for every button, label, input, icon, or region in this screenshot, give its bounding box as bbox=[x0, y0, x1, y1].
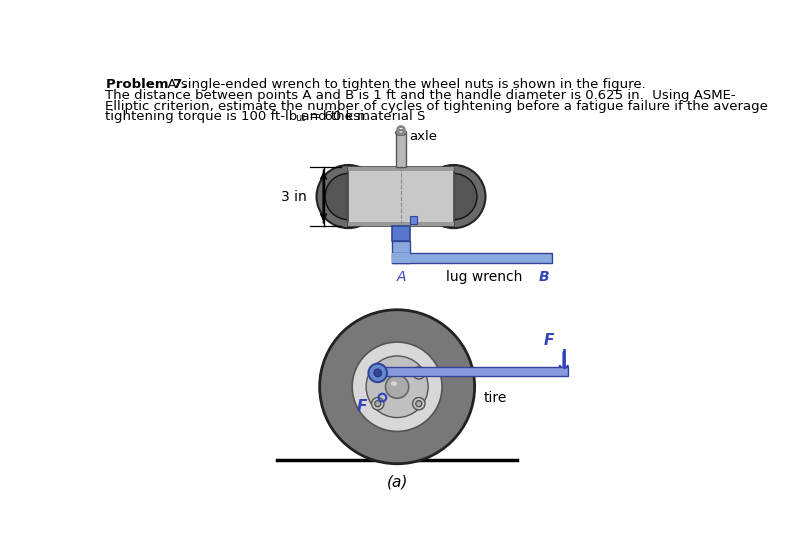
Circle shape bbox=[374, 369, 382, 377]
Text: lug wrench: lug wrench bbox=[446, 270, 522, 284]
Ellipse shape bbox=[317, 165, 380, 228]
Ellipse shape bbox=[431, 174, 477, 220]
Circle shape bbox=[371, 398, 384, 410]
Ellipse shape bbox=[396, 130, 406, 136]
Text: = 60 ksi.: = 60 ksi. bbox=[305, 110, 368, 123]
Circle shape bbox=[352, 342, 442, 431]
Bar bbox=[409, 216, 417, 223]
Circle shape bbox=[371, 367, 384, 379]
Circle shape bbox=[374, 400, 381, 407]
Ellipse shape bbox=[391, 381, 397, 386]
Text: The distance between points A and B is 1 ft and the handle diameter is 0.625 in.: The distance between points A and B is 1… bbox=[105, 88, 735, 102]
Text: axle: axle bbox=[408, 130, 437, 143]
Bar bbox=[378, 367, 568, 376]
Bar bbox=[393, 226, 409, 241]
Bar bbox=[393, 241, 409, 263]
Circle shape bbox=[366, 356, 428, 418]
Circle shape bbox=[416, 400, 422, 407]
Bar bbox=[348, 222, 453, 226]
Bar bbox=[348, 167, 453, 226]
Circle shape bbox=[416, 370, 422, 376]
Ellipse shape bbox=[422, 165, 486, 228]
Circle shape bbox=[386, 375, 408, 398]
Circle shape bbox=[412, 398, 425, 410]
Circle shape bbox=[368, 363, 387, 382]
Text: F: F bbox=[356, 399, 367, 414]
Bar bbox=[393, 253, 409, 263]
Bar bbox=[396, 133, 406, 167]
Ellipse shape bbox=[325, 174, 371, 220]
Text: ut: ut bbox=[295, 113, 306, 123]
Text: B: B bbox=[539, 270, 550, 284]
Text: 3 in: 3 in bbox=[280, 189, 307, 203]
Circle shape bbox=[412, 367, 425, 379]
Text: tire: tire bbox=[484, 391, 507, 405]
Text: F: F bbox=[544, 333, 555, 348]
Text: (a): (a) bbox=[386, 474, 408, 489]
Text: A single-ended wrench to tighten the wheel nuts is shown in the figure.: A single-ended wrench to tighten the whe… bbox=[160, 78, 646, 91]
Circle shape bbox=[320, 310, 475, 464]
Bar bbox=[348, 167, 453, 171]
Text: tightening torque is 100 ft-lb and the material S: tightening torque is 100 ft-lb and the m… bbox=[105, 110, 425, 123]
Circle shape bbox=[374, 370, 381, 376]
Text: Problem 7.: Problem 7. bbox=[107, 78, 188, 91]
Bar bbox=[393, 253, 552, 263]
Text: Elliptic criterion, estimate the number of cycles of tightening before a fatigue: Elliptic criterion, estimate the number … bbox=[105, 100, 768, 113]
Text: A: A bbox=[397, 270, 406, 284]
